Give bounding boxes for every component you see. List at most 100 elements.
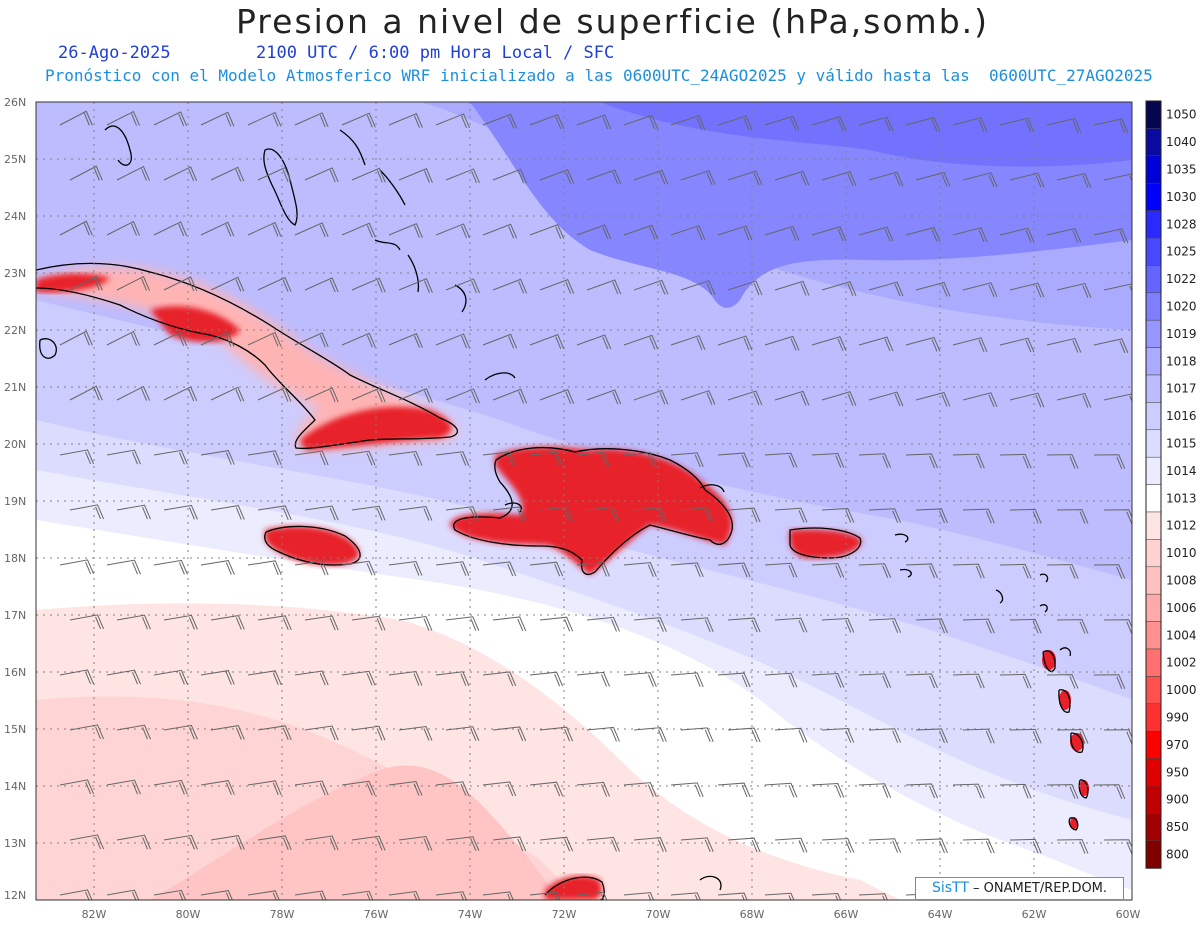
wind-barb — [1103, 729, 1132, 744]
wind-barb — [1046, 454, 1079, 469]
wind-barb — [351, 505, 386, 521]
wind-barb — [764, 225, 800, 241]
wind-barb — [492, 506, 527, 522]
sistt-logo: SisTT — [931, 880, 969, 896]
wind-barb — [858, 226, 894, 242]
wind-barb — [59, 889, 93, 900]
wind-barb — [163, 504, 198, 520]
wind-barb — [915, 728, 948, 744]
wind-barb — [153, 221, 188, 237]
wind-barb — [210, 615, 245, 630]
wind-barb — [294, 450, 329, 466]
wind-barb — [106, 449, 141, 465]
colorbar-label: 1016 — [1166, 409, 1197, 423]
wind-barb — [341, 112, 376, 128]
wind-barb — [294, 560, 329, 576]
wind-barb — [529, 781, 564, 797]
lon-tick-label: 66W — [834, 908, 859, 921]
wind-barb — [764, 672, 798, 688]
wind-barb — [915, 391, 951, 407]
wind-barb — [680, 617, 714, 633]
wind-barb — [576, 781, 610, 797]
colorbar-swatch — [1145, 128, 1162, 157]
wind-barb — [811, 336, 847, 351]
colorbar-label: 1020 — [1166, 300, 1197, 314]
wind-barb — [294, 112, 329, 128]
wind-barb — [106, 669, 141, 685]
credit-box: SisTT – ONAMET/REP.DOM. — [915, 877, 1124, 900]
wind-barb — [59, 669, 95, 685]
colorbar-label: 1014 — [1166, 464, 1197, 478]
wind-barb — [670, 892, 701, 900]
wind-barb — [858, 336, 894, 352]
wind-barb — [247, 111, 282, 127]
wind-barb — [163, 614, 198, 630]
wind-barb — [623, 334, 659, 350]
colorbar-swatch — [1145, 100, 1162, 129]
lat-tick-label: 26N — [4, 96, 26, 109]
colorbar-label: 1025 — [1166, 245, 1197, 259]
colorbar-label: 1028 — [1166, 217, 1197, 231]
colorbar-label: 970 — [1166, 738, 1189, 752]
colorbar-swatch — [1145, 155, 1162, 184]
colorbar-label: 1019 — [1166, 327, 1197, 341]
wind-barb — [294, 332, 329, 348]
colorbar-label: 1030 — [1166, 190, 1197, 204]
wind-barb — [962, 392, 998, 408]
colorbar-swatch — [1145, 237, 1162, 266]
lon-tick-label: 78W — [270, 908, 295, 921]
colorbar-swatch — [1145, 676, 1162, 705]
wind-barb — [435, 671, 470, 686]
wind-barb — [153, 669, 188, 685]
wind-barb — [774, 507, 808, 523]
wind-barb — [952, 563, 985, 579]
colorbar-label: 1050 — [1166, 108, 1197, 122]
forecast-date: 26-Ago-2025 — [58, 43, 171, 63]
wind-barb — [868, 281, 904, 297]
wind-barb — [670, 562, 704, 578]
wind-barb — [59, 559, 95, 575]
wind-barb — [482, 781, 517, 797]
wind-barb — [586, 279, 622, 295]
wind-barb — [69, 275, 103, 291]
wind-barb — [435, 451, 470, 466]
wind-barb — [351, 387, 386, 403]
colorbar-label: 1012 — [1166, 519, 1197, 533]
lon-tick-label: 74W — [458, 908, 483, 921]
wind-barb — [294, 670, 329, 686]
wind-barb — [999, 453, 1032, 469]
wind-barb — [200, 560, 235, 575]
colorbar-label: 900 — [1166, 793, 1189, 807]
colorbar-swatch — [1145, 511, 1162, 540]
wind-barb — [445, 388, 480, 404]
colorbar-label: 1002 — [1166, 656, 1197, 670]
wind-barb — [962, 728, 995, 744]
wind-barb — [247, 331, 282, 347]
wind-barb — [106, 220, 140, 236]
wind-barb — [680, 390, 716, 405]
wind-barb — [304, 505, 339, 521]
wind-barb — [962, 172, 998, 188]
wind-barb — [586, 726, 620, 742]
wind-barb — [304, 615, 339, 631]
wind-barb — [811, 892, 842, 900]
wind-barb — [915, 618, 948, 634]
wind-barb — [1009, 728, 1042, 744]
colorbar-swatch — [1145, 210, 1162, 239]
wind-barb — [210, 386, 245, 402]
colorbar-label: 1015 — [1166, 437, 1197, 451]
wind-barb — [59, 449, 95, 465]
wind-barb — [341, 222, 376, 238]
wind-barb — [962, 508, 995, 524]
wind-barb — [774, 617, 808, 633]
wind-barb — [200, 780, 235, 795]
lat-tick-label: 16N — [4, 666, 26, 679]
wind-barb — [341, 332, 376, 348]
colorbar-label: 1035 — [1166, 163, 1197, 177]
wind-barb — [952, 783, 985, 799]
wind-barb — [576, 451, 610, 467]
wind-barb — [905, 673, 938, 689]
wind-barb — [670, 672, 704, 688]
colorbar-swatch — [1145, 566, 1162, 595]
wind-barb — [257, 725, 292, 741]
